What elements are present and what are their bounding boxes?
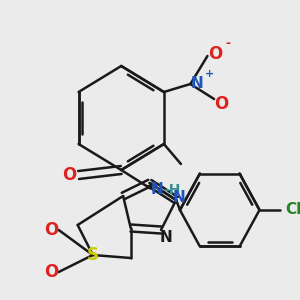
Text: +: +: [205, 69, 214, 79]
Text: Cl: Cl: [286, 202, 300, 217]
Text: N: N: [172, 190, 185, 206]
Text: O: O: [44, 221, 58, 239]
Text: S: S: [87, 246, 99, 264]
Text: N: N: [159, 230, 172, 245]
Text: O: O: [44, 263, 58, 281]
Text: N: N: [190, 76, 203, 92]
Text: -: -: [226, 38, 231, 50]
Text: N: N: [151, 182, 164, 197]
Text: O: O: [214, 95, 229, 113]
Text: O: O: [62, 166, 76, 184]
Text: -H: -H: [164, 183, 181, 197]
Text: O: O: [208, 45, 222, 63]
